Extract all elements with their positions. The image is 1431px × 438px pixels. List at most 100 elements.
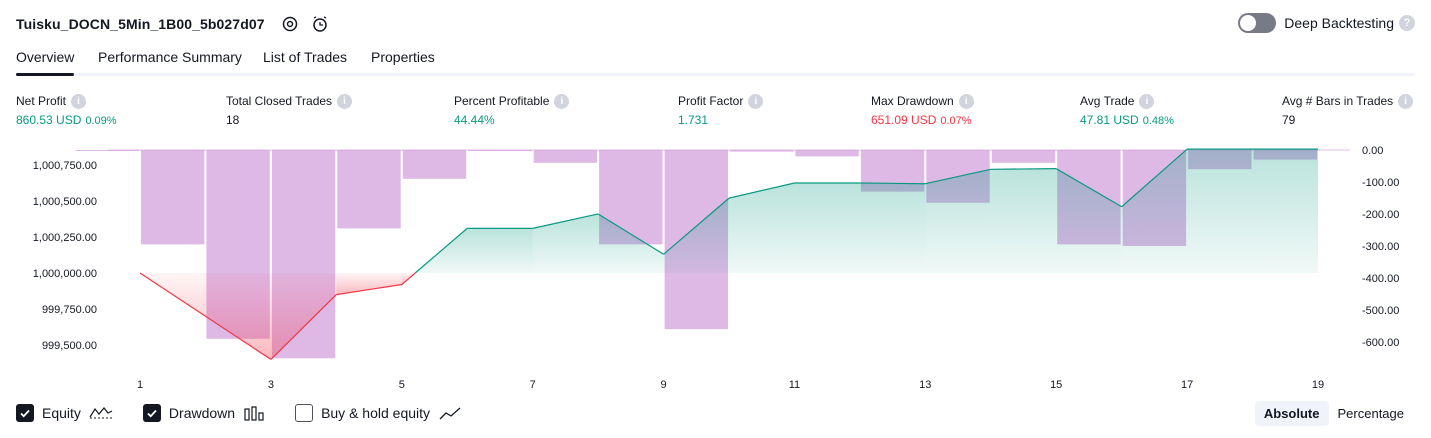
percentage-button[interactable]: Percentage xyxy=(1337,406,1405,421)
info-icon[interactable]: i xyxy=(1398,93,1414,109)
tab-properties[interactable]: Properties xyxy=(371,49,435,65)
equity-area-up xyxy=(598,213,664,273)
toggle-knob xyxy=(1240,15,1257,31)
equity-line-segment-up xyxy=(1055,168,1122,208)
drawdown-bar xyxy=(533,150,598,163)
metric-value: 18 xyxy=(226,113,240,127)
metric-avg-bars-in-trades: Avg # Bars in Trades i 79 xyxy=(1282,93,1414,127)
legend-equity[interactable]: Equity xyxy=(16,404,113,422)
equity-area-up xyxy=(925,169,991,273)
equity-area-up xyxy=(1252,149,1318,273)
y-right-tick-label: -400.00 xyxy=(1362,273,1399,285)
metric-value: 1.731 xyxy=(678,113,709,127)
tab-overview[interactable]: Overview xyxy=(16,49,75,76)
metric-profit-factor: Profit Factor i 1.731 xyxy=(678,93,764,127)
y-right-tick-label: -500.00 xyxy=(1362,305,1399,317)
equity-line-segment-up xyxy=(532,213,599,229)
equity-line-segment-up xyxy=(859,182,926,185)
metric-label: Avg # Bars in Trades xyxy=(1282,94,1394,108)
equity-area-up xyxy=(1187,149,1253,273)
metric-label: Net Profit xyxy=(16,94,67,108)
equity-line-segment-up xyxy=(663,197,730,255)
x-tick-label: 11 xyxy=(789,379,800,391)
x-tick-label: 15 xyxy=(1050,379,1062,391)
metric-value: 651.09 USD xyxy=(871,113,937,127)
info-icon[interactable]: i xyxy=(71,93,87,109)
y-left-tick-label: 1,000,000.00 xyxy=(33,268,97,280)
trend-line-icon xyxy=(438,405,462,421)
equity-area-up xyxy=(1056,168,1122,273)
deep-backtesting-toggle[interactable] xyxy=(1238,13,1277,33)
legend-label: Drawdown xyxy=(168,405,236,421)
info-icon[interactable]: i xyxy=(958,93,974,109)
info-icon[interactable]: i xyxy=(337,93,353,109)
metric-avg-trade: Avg Trade i 47.81 USD 0.48% xyxy=(1080,93,1174,127)
y-right-tick-label: 0.00 xyxy=(1362,145,1383,157)
y-left-tick-label: 1,000,750.00 xyxy=(33,160,97,172)
absolute-button[interactable]: Absolute xyxy=(1254,401,1329,426)
equity-line-segment-down xyxy=(336,283,402,296)
metric-percent: 0.07% xyxy=(940,115,972,127)
legend-label: Buy & hold equity xyxy=(321,405,431,421)
y-left-tick-label: 999,750.00 xyxy=(42,304,97,316)
metric-label: Max Drawdown xyxy=(871,94,954,108)
y-right-tick-label: -600.00 xyxy=(1362,337,1399,349)
checkbox-checked-icon[interactable] xyxy=(142,404,161,422)
x-axis: 1 3 5 7 9 11 13 15 17 19 xyxy=(137,379,1324,391)
drawdown-bar xyxy=(141,150,205,245)
deep-backtesting-label: Deep Backtesting xyxy=(1284,15,1394,31)
equity-line-segment-up xyxy=(728,182,795,199)
metric-value: 44.44% xyxy=(454,113,495,127)
x-tick-label: 1 xyxy=(137,379,143,391)
equity-drawdown-chart[interactable]: 1,000,750.00 1,000,500.00 1,000,250.00 1,00… xyxy=(0,140,1431,395)
legend-buy-hold-equity[interactable]: Buy & hold equity xyxy=(295,404,462,422)
legend-drawdown[interactable]: Drawdown xyxy=(142,404,265,422)
x-tick-label: 9 xyxy=(661,379,667,391)
metric-value: 860.53 USD xyxy=(16,113,82,127)
info-icon[interactable]: i xyxy=(1139,93,1155,109)
tab-list-of-trades[interactable]: List of Trades xyxy=(263,49,348,65)
metric-net-profit: Net Profit i 860.53 USD 0.09% xyxy=(16,93,117,127)
drawdown-bar xyxy=(75,150,139,151)
bars-icon xyxy=(243,405,265,421)
checkbox-checked-icon[interactable] xyxy=(16,404,34,422)
gear-icon[interactable] xyxy=(279,13,301,35)
y-left-tick-label: 1,000,250.00 xyxy=(33,232,97,244)
equity-area-up xyxy=(990,168,1057,273)
metric-label: Profit Factor xyxy=(678,94,744,108)
equity-area-up xyxy=(532,213,599,273)
drawdown-bar xyxy=(991,150,1056,163)
tab-bar: Overview Performance Summary List of Tra… xyxy=(16,46,1415,76)
alarm-plus-icon[interactable] xyxy=(309,13,331,35)
x-tick-label: 19 xyxy=(1312,379,1324,391)
info-icon[interactable]: i xyxy=(748,93,764,109)
y-right-tick-label: -300.00 xyxy=(1362,241,1399,253)
chart-legend: Equity Drawdown Buy & hold equity xyxy=(16,404,492,422)
equity-area-up xyxy=(467,228,533,273)
drawdown-bar xyxy=(730,150,794,152)
equity-line xyxy=(139,148,1318,360)
metric-total-closed-trades: Total Closed Trades i 18 xyxy=(226,93,353,127)
metric-max-drawdown: Max Drawdown i 651.09 USD 0.07% xyxy=(871,93,974,127)
tab-performance-summary[interactable]: Performance Summary xyxy=(98,49,242,65)
equity-area-up xyxy=(794,183,860,273)
drawdown-bar xyxy=(468,150,532,151)
info-icon[interactable]: i xyxy=(554,93,570,109)
y-left-tick-label: 1,000,500.00 xyxy=(33,196,97,208)
strategy-name: Tuisku_DOCN_5Min_1B00_5b027d07 xyxy=(16,16,265,32)
x-tick-label: 3 xyxy=(268,379,274,391)
drawdown-bar xyxy=(795,150,859,157)
left-axis: 1,000,750.00 1,000,500.00 1,000,250.00 1,00… xyxy=(33,160,97,352)
checkbox-unchecked-icon[interactable] xyxy=(295,404,314,422)
x-tick-label: 5 xyxy=(399,379,405,391)
x-tick-label: 17 xyxy=(1181,379,1193,391)
drawdown-bar xyxy=(402,150,467,179)
y-right-tick-label: -100.00 xyxy=(1362,177,1399,189)
metric-label: Percent Profitable xyxy=(454,94,550,108)
y-left-tick-label: 999,500.00 xyxy=(42,340,97,352)
deep-backtesting: Deep Backtesting ? xyxy=(1238,13,1415,33)
drawdown-bar xyxy=(337,150,401,229)
question-icon[interactable]: ? xyxy=(1399,15,1415,31)
metric-value: 79 xyxy=(1282,113,1296,127)
metric-label: Avg Trade xyxy=(1080,94,1135,108)
